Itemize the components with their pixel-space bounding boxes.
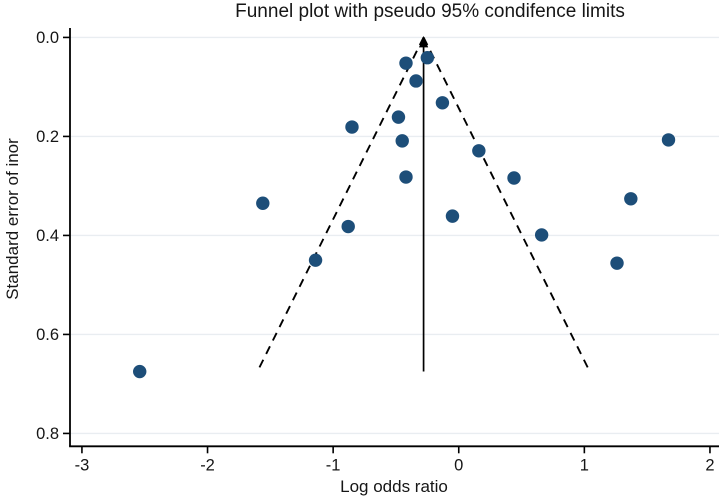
x-tick-label: 1 — [580, 456, 589, 474]
data-point — [420, 51, 435, 65]
data-point — [507, 171, 521, 185]
y-tick-label: 0.4 — [36, 227, 59, 245]
data-point — [256, 196, 270, 210]
x-tick-label: -3 — [75, 456, 90, 474]
data-point — [399, 170, 413, 184]
data-point — [435, 96, 450, 110]
x-tick-label: 0 — [454, 456, 463, 474]
data-point — [308, 253, 323, 267]
x-tick-label: 2 — [705, 456, 714, 474]
y-tick-label: 0.6 — [36, 326, 59, 344]
chart-title: Funnel plot with pseudo 95% condifence l… — [235, 1, 625, 22]
y-tick-label: 0.2 — [36, 128, 59, 146]
funnel-left-limit-line — [256, 37, 425, 372]
data-point — [391, 110, 406, 124]
y-tick-label: 0.8 — [36, 425, 59, 443]
data-point — [624, 192, 638, 206]
data-point — [661, 133, 676, 147]
data-point — [345, 120, 359, 134]
data-point — [472, 144, 486, 158]
data-point — [341, 219, 355, 234]
data-point — [409, 74, 423, 88]
data-point — [399, 56, 413, 70]
data-point — [395, 134, 409, 148]
x-tick-label: -2 — [200, 456, 215, 474]
data-point — [445, 209, 460, 223]
data-point — [534, 228, 549, 242]
y-tick-label: 0.0 — [36, 29, 59, 47]
x-tick-label: -1 — [326, 456, 341, 474]
data-point — [610, 256, 624, 270]
arrow-up-icon — [418, 35, 429, 48]
x-axis-label: Log odds ratio — [340, 477, 448, 496]
funnel-right-limit-line — [422, 37, 591, 372]
data-point — [133, 364, 147, 379]
